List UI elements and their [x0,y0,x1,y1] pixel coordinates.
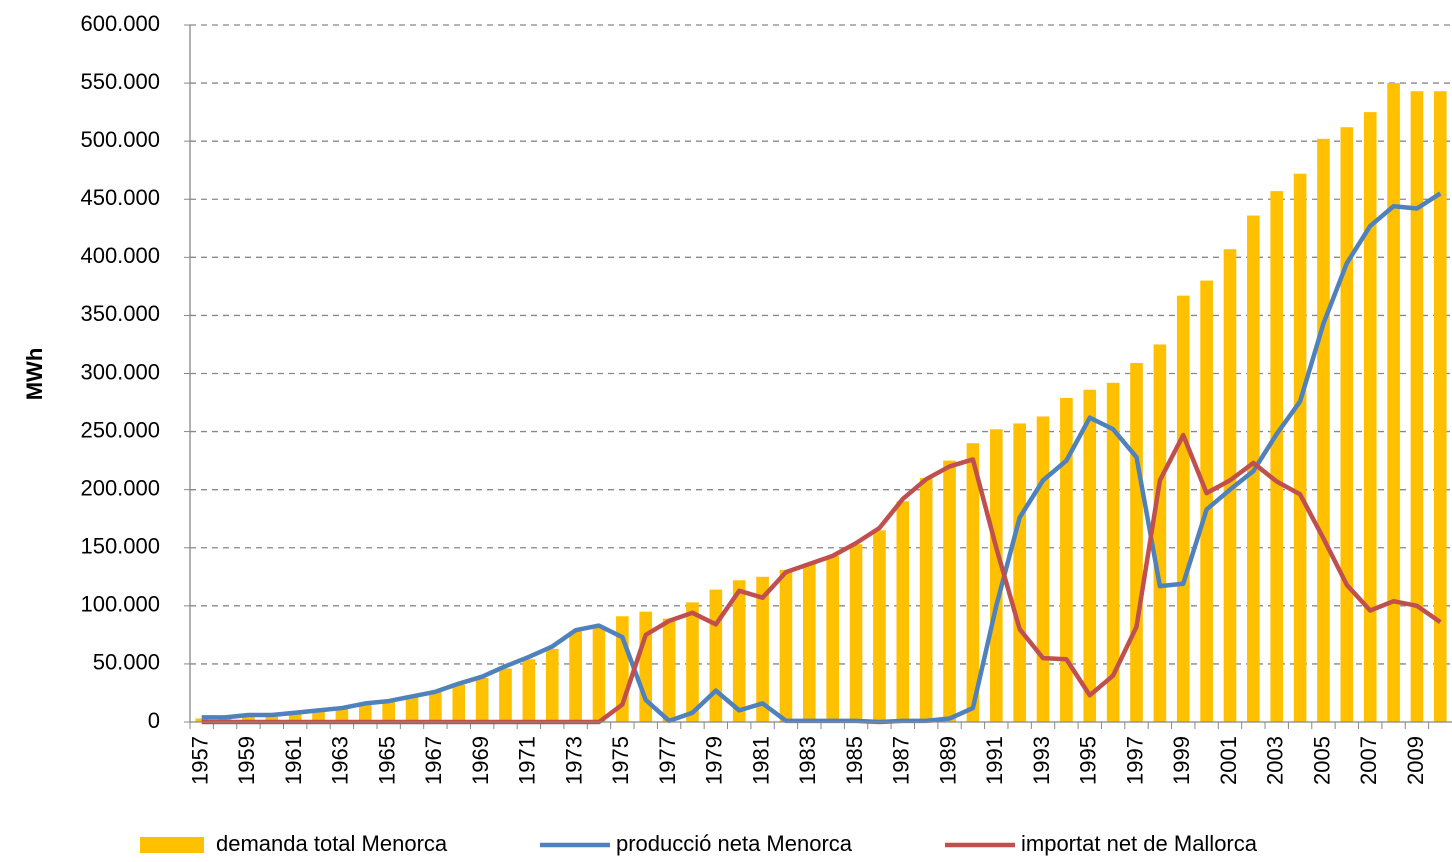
legend-label: producció neta Menorca [616,831,853,856]
bar [873,530,886,722]
x-tick-label: 1963 [328,736,353,785]
bar [1363,112,1377,722]
bar [429,691,442,722]
y-tick-label: 350.000 [80,301,160,326]
bar [452,684,466,722]
bar [849,544,863,722]
bar [242,716,255,722]
bar [803,564,816,722]
y-tick-label: 550.000 [80,69,160,94]
x-tick-label: 2007 [1356,736,1381,785]
bar [1013,423,1026,722]
bar [966,443,980,722]
bar [1434,91,1447,723]
bar [943,460,956,722]
x-tick-label: 1977 [655,736,680,785]
x-tick-label: 1985 [842,736,867,785]
bar [1223,249,1237,722]
bar [989,429,1003,722]
bar [405,696,419,722]
bar [896,501,910,722]
bar [312,710,325,722]
y-tick-label: 400.000 [80,243,160,268]
bar [545,648,559,722]
bar [1270,191,1284,722]
x-tick-label: 1987 [889,736,914,785]
bar [335,708,349,722]
bar [1200,280,1213,722]
bar [1130,363,1143,722]
bar [1036,416,1050,722]
x-tick-label: 1973 [561,736,586,785]
y-tick-label: 500.000 [80,127,160,152]
y-tick-label: 450.000 [80,185,160,210]
y-tick-label: 50.000 [93,650,160,675]
y-tick-label: 100.000 [80,592,160,617]
bar [499,668,512,722]
x-tick-label: 2005 [1309,736,1334,785]
x-tick-label: 1999 [1169,736,1194,785]
legend-label: demanda total Menorca [216,831,448,856]
x-tick-label: 1997 [1122,736,1147,785]
bar [919,478,933,722]
bar [779,569,793,722]
bar [1083,389,1097,722]
x-tick-label: 1957 [187,736,212,785]
x-tick-label: 1981 [748,736,773,785]
bar [1060,397,1073,722]
x-tick-label: 1971 [515,736,540,785]
y-tick-label: 200.000 [80,475,160,500]
x-tick-label: 2009 [1403,736,1428,785]
x-tick-label: 1995 [1076,736,1101,785]
bar [1176,295,1190,722]
bar [358,704,372,722]
bar [522,659,536,722]
bar [475,677,489,722]
line [201,191,1442,725]
bar [1106,382,1120,722]
x-tick-label: 1983 [795,736,820,785]
bar [1410,91,1424,723]
bar [1293,173,1307,722]
y-tick-label: 300.000 [80,359,160,384]
x-tick-label: 1969 [468,736,493,785]
x-tick-label: 1975 [608,736,633,785]
legend-swatch [140,837,204,853]
bar [826,555,839,722]
x-tick-label: 1959 [234,736,259,785]
bar [569,631,582,722]
bar [1153,344,1167,722]
bar [265,715,279,722]
x-tick-label: 1993 [1029,736,1054,785]
x-tick-label: 1979 [702,736,727,785]
legend-label: importat net de Mallorca [1021,831,1258,856]
x-tick-label: 1961 [281,736,306,785]
y-tick-label: 150.000 [80,534,160,559]
x-tick-label: 1991 [982,736,1007,785]
bar [662,618,676,722]
x-tick-label: 2001 [1216,736,1241,785]
bar [732,580,746,722]
x-tick-label: 2003 [1263,736,1288,785]
y-tick-label: 250.000 [80,417,160,442]
bar [756,576,769,722]
x-tick-label: 1989 [935,736,960,785]
bar [218,717,232,722]
bar [592,625,606,722]
y-tick-label: 0 [148,708,160,733]
bar [382,701,395,722]
x-tick-label: 1965 [374,736,399,785]
x-tick-label: 1967 [421,736,446,785]
bar [1340,127,1354,722]
y-axis-label: MWh [22,348,47,401]
bar [709,589,723,722]
y-tick-label: 600.000 [80,11,160,36]
bar [1387,83,1400,723]
bar [686,602,699,722]
bar [288,712,302,722]
bar [1317,138,1330,723]
